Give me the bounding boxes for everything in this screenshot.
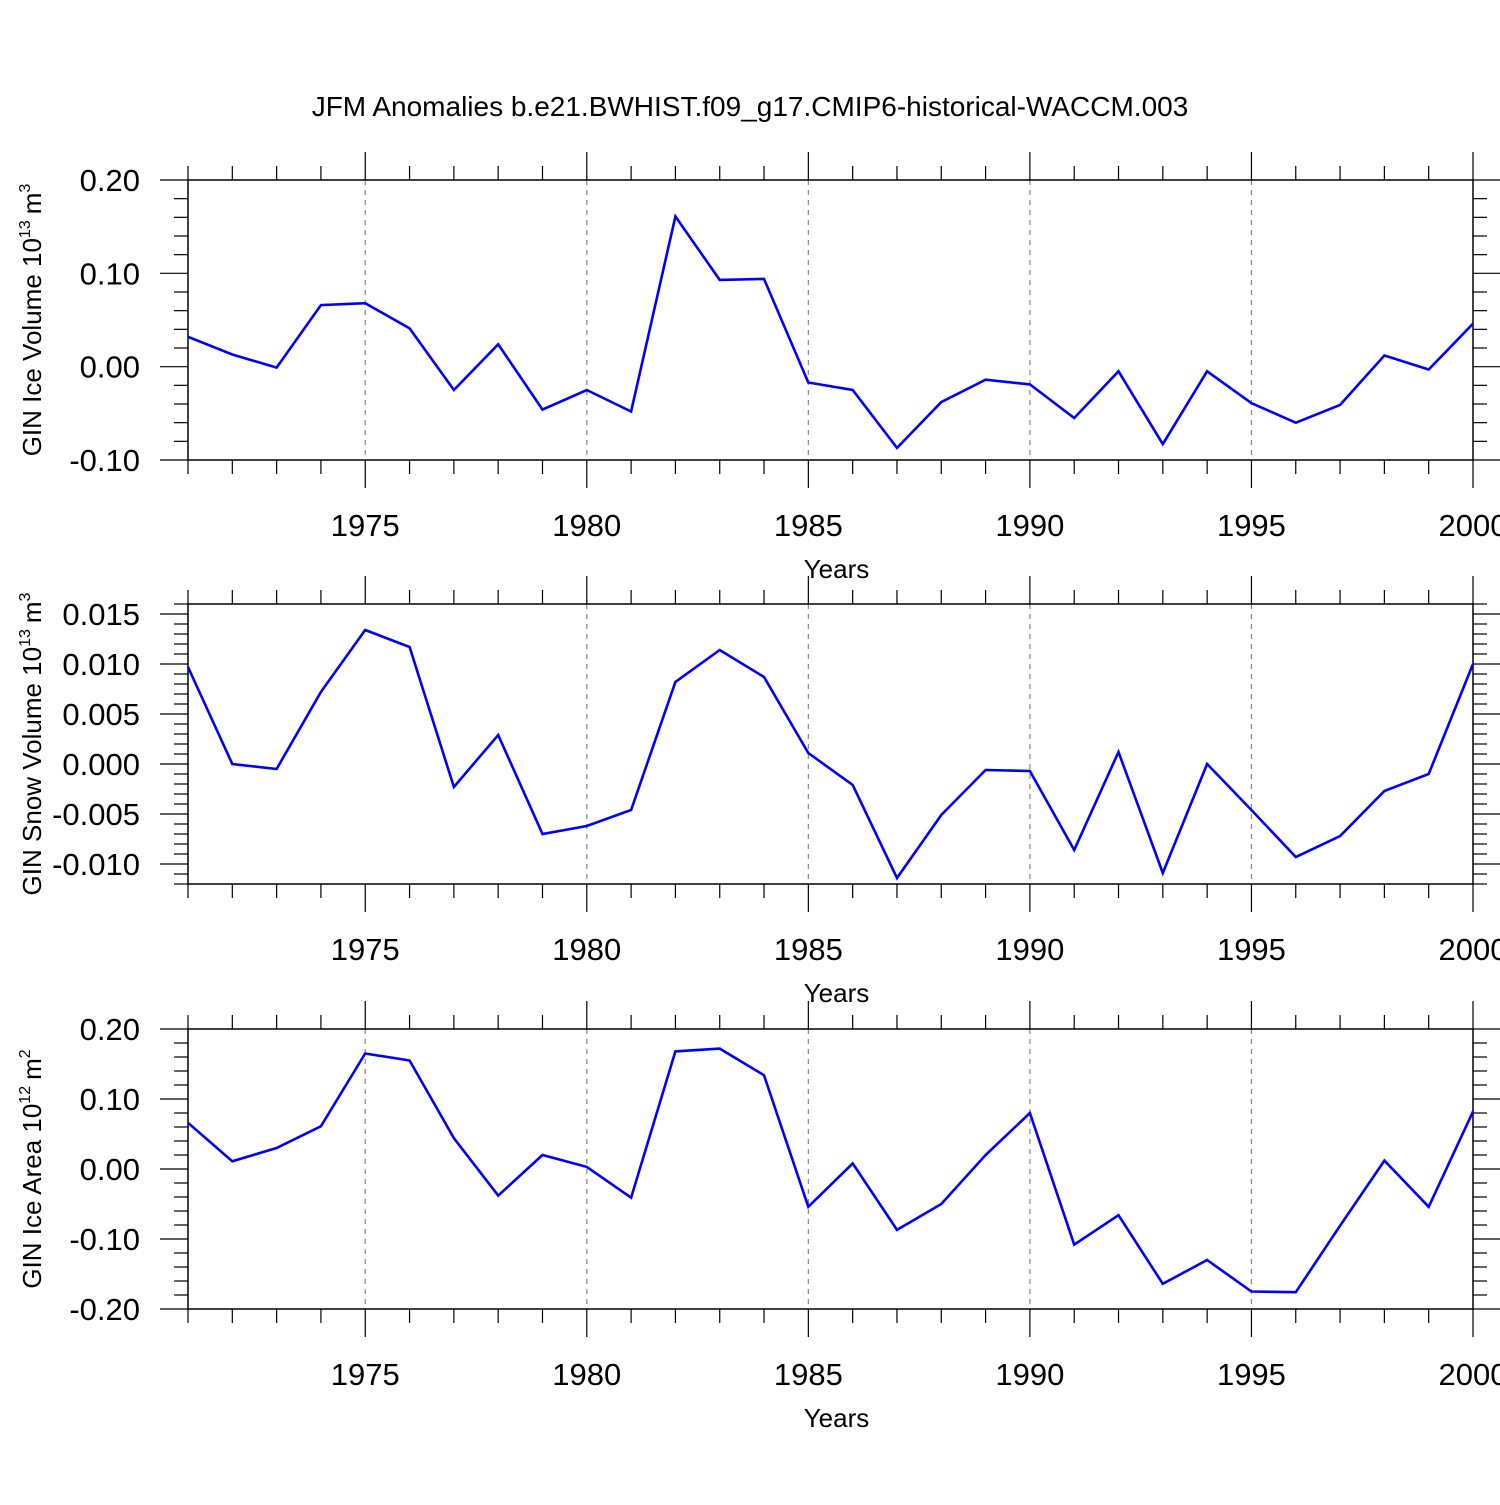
x-tick-label: 1980 [552,1357,621,1392]
panel-ice-volume: -0.10 0.00 0.10 0.20 1975 1980 1985 1990 1995 200… [17,152,1500,584]
x-axis-label: Years [804,1403,870,1433]
y-axis-label-unit: m [17,601,47,623]
x-tick-label: 1990 [995,932,1064,967]
x-tick-label: 1975 [331,1357,400,1392]
series-line [186,628,1475,881]
y-tick-label: 0.005 [62,697,140,732]
x-tick-label: 1995 [1217,932,1286,967]
x-tick-label: 2000 [1439,1357,1500,1392]
y-tick-label: 0.20 [80,1012,140,1047]
y-axis-label-text: GIN Ice Volume 10 [17,238,47,456]
x-tick-label: 1975 [331,508,400,543]
panels: -0.10 0.00 0.10 0.20 1975 1980 1985 1990 1995 200… [17,152,1500,1433]
x-tick-label: 1995 [1217,1357,1286,1392]
y-tick-label: -0.10 [69,1222,140,1257]
x-tick-label: 2000 [1439,508,1500,543]
panel-snow-volume: -0.010 -0.005 0.000 0.005 0.010 0.015 1975 1980… [17,576,1500,1008]
y-tick-label: 0.015 [62,597,140,632]
y-axis-label-exponent: 12 [17,1086,34,1104]
x-tick-label: 1975 [331,932,400,967]
x-tick-label: 1985 [774,508,843,543]
y-axis-label: GIN Ice Volume 1013 m3 [17,184,47,457]
panel-ice-area: -0.20 -0.10 0.00 0.10 0.20 1975 1980 1985 1990 19… [17,1001,1500,1433]
x-tick-label: 1985 [774,932,843,967]
y-tick-label: 0.00 [80,350,140,385]
y-tick-label: -0.20 [69,1292,140,1327]
y-axis-label-exponent: 13 [17,220,34,238]
plot-frame [187,1028,1474,1310]
y-tick-label: 0.20 [80,163,140,198]
x-axis-label: Years [804,554,870,584]
y-axis-label-unit: m [17,1058,47,1080]
y-axis-label-text: GIN Snow Volume 10 [17,647,47,896]
series-line [187,1047,1475,1294]
y-axis-label: GIN Snow Volume 1013 m3 [17,592,47,895]
x-tick-label: 1990 [995,508,1064,543]
y-axis-label-unit: m [17,193,47,215]
x-tick-label: 1980 [552,932,621,967]
y-axis-label-unit-exponent: 2 [17,1049,34,1058]
y-axis-label-exponent: 13 [17,629,34,647]
y-tick-label: 0.010 [62,647,140,682]
y-tick-label: -0.10 [69,443,140,478]
x-tick-label: 1995 [1217,508,1286,543]
y-tick-label: 0.10 [80,1082,140,1117]
x-tick-label: 1985 [774,1357,843,1392]
y-tick-label: 0.000 [62,747,140,782]
x-tick-label: 2000 [1439,932,1500,967]
plot-frame [187,179,1474,461]
x-tick-label: 1990 [995,1357,1064,1392]
series-line [187,213,1474,450]
y-axis-label-unit-exponent: 3 [17,184,34,193]
figure-title: JFM Anomalies b.e21.BWHIST.f09_g17.CMIP6… [312,91,1189,122]
y-tick-label: 0.10 [80,256,140,291]
y-tick-label: -0.010 [52,847,140,882]
y-axis-label: GIN Ice Area 1012 m2 [17,1049,47,1288]
y-axis-label-text: GIN Ice Area 10 [17,1104,47,1289]
x-tick-label: 1980 [552,508,621,543]
y-tick-label: 0.00 [80,1152,140,1187]
y-axis-label-unit-exponent: 3 [17,592,34,601]
y-tick-label: -0.005 [52,797,140,832]
x-axis-label: Years [804,978,870,1008]
